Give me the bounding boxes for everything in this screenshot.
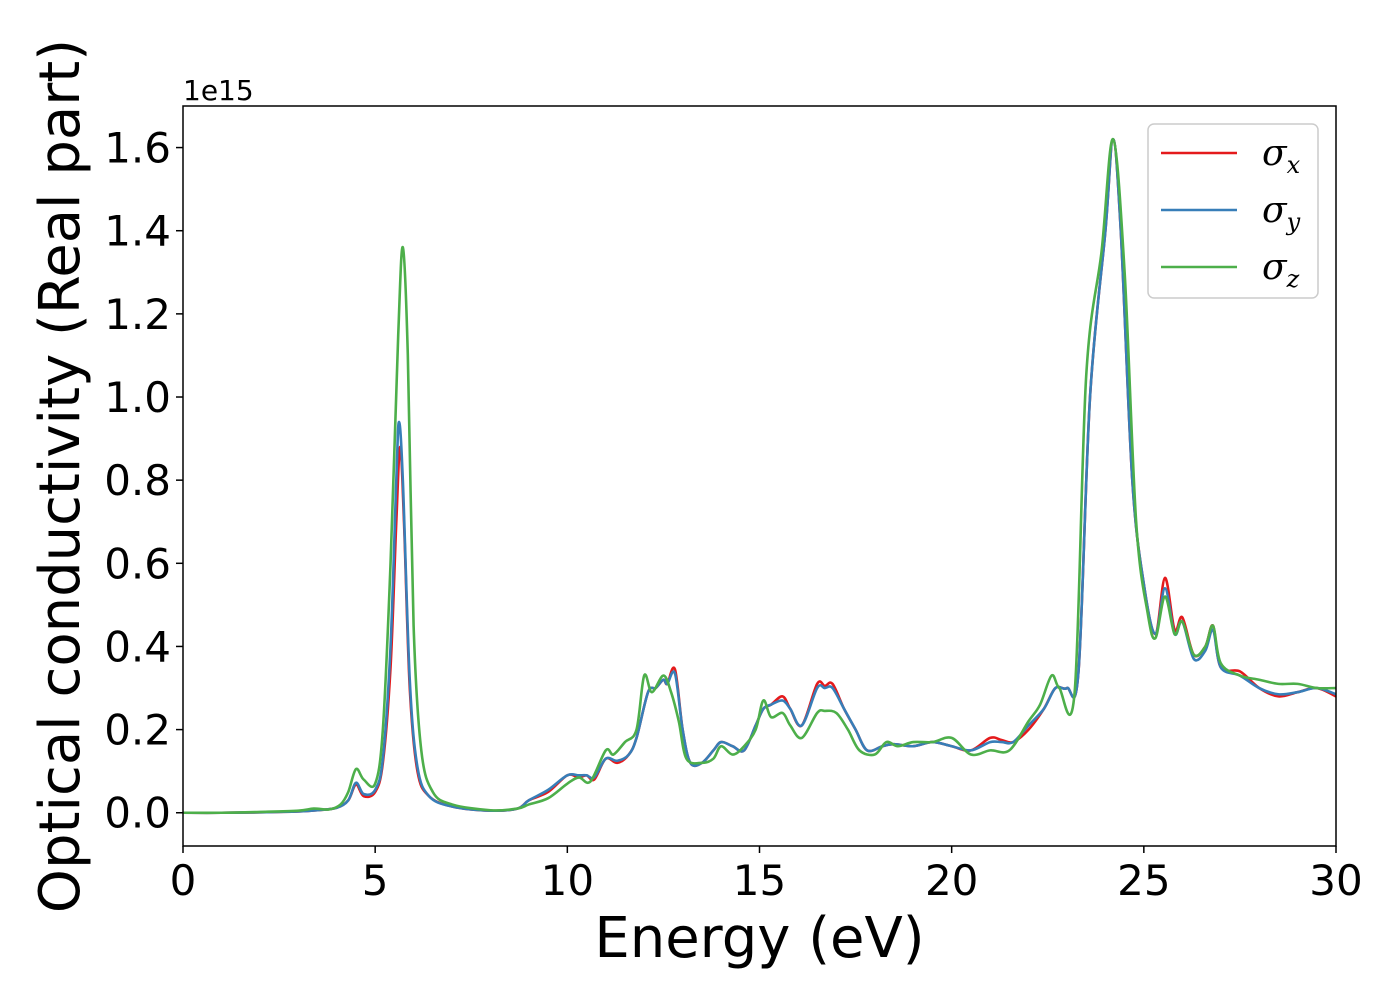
y-tick-label: 1.6 — [104, 124, 171, 173]
x-tick-label: 10 — [541, 856, 594, 905]
x-tick-label: 25 — [1117, 856, 1170, 905]
y-tick-label: 0.2 — [104, 706, 171, 755]
y-tick-label: 1.4 — [104, 207, 171, 256]
legend-label-z: σz — [1262, 247, 1300, 293]
x-tick-label: 15 — [733, 856, 786, 905]
series-line-z — [183, 137, 1336, 815]
y-offset-label: 1e15 — [183, 74, 254, 107]
y-tick-label: 0.6 — [104, 539, 171, 588]
y-tick-label: 0.0 — [104, 789, 171, 838]
series-layer — [183, 137, 1336, 815]
series-line-y — [183, 137, 1336, 815]
y-axis: 0.0 0.2 0.4 0.6 0.8 1.0 1.2 1.4 1.6 — [104, 124, 183, 838]
x-axis-label: Energy (eV) — [594, 906, 924, 971]
y-axis-label: Optical conductivity (Real part) — [28, 39, 93, 913]
y-tick-label: 1.0 — [104, 373, 171, 422]
x-tick-label: 20 — [925, 856, 978, 905]
x-tick-label: 0 — [170, 856, 197, 905]
x-axis: 0 5 10 15 20 25 30 — [170, 846, 1363, 905]
y-tick-label: 0.8 — [104, 456, 171, 505]
y-tick-label: 0.4 — [104, 622, 171, 671]
legend: σx σy σz — [1147, 123, 1319, 299]
x-tick-label: 5 — [362, 856, 389, 905]
y-tick-label: 1.2 — [104, 290, 171, 339]
x-tick-label: 30 — [1309, 856, 1362, 905]
legend-label-x: σx — [1262, 133, 1301, 179]
legend-label-y: σy — [1262, 190, 1301, 236]
